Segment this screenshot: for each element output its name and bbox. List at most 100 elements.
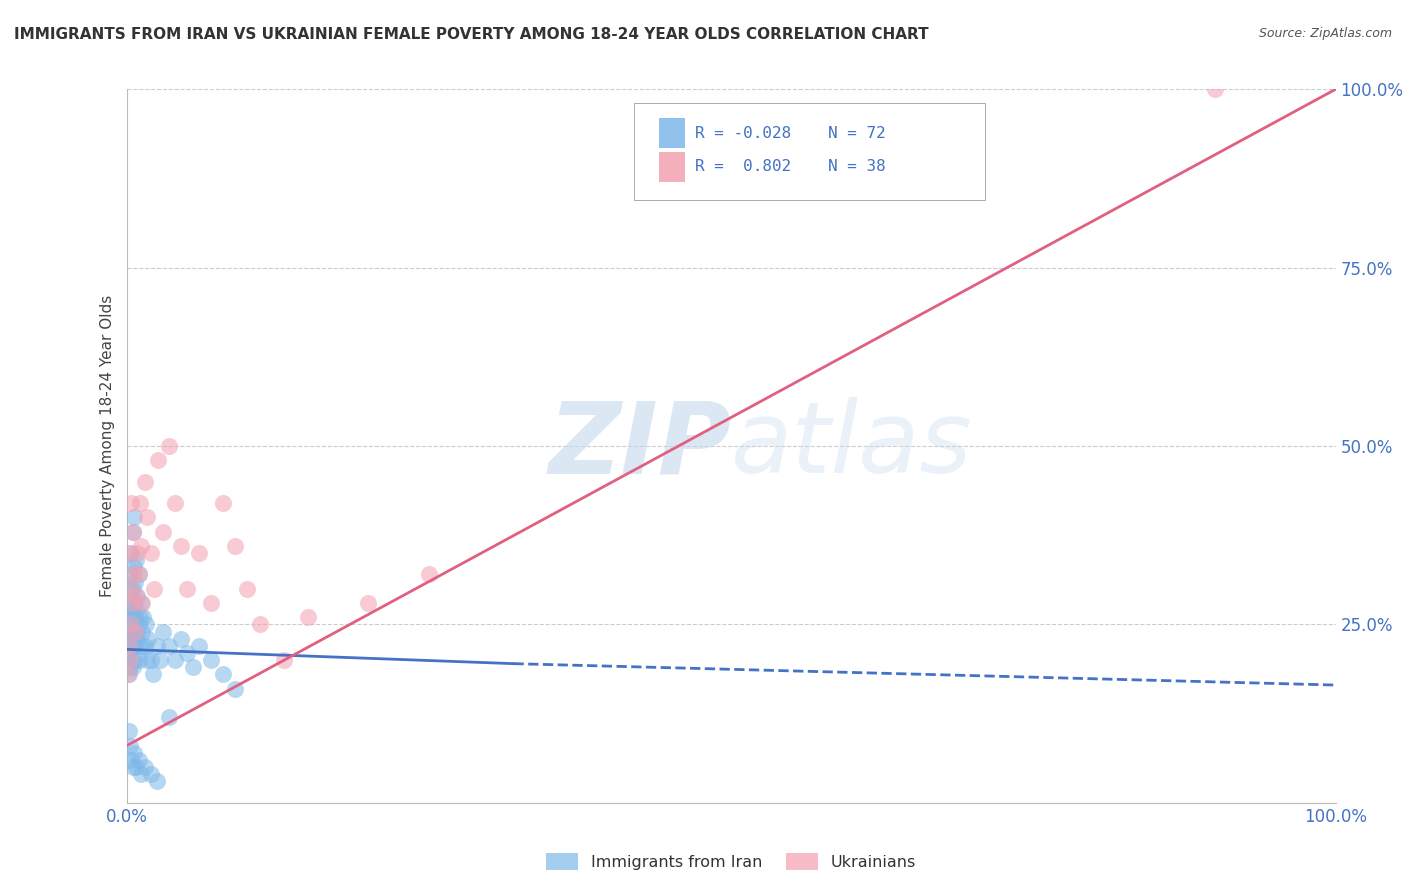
Point [121,660,143,674]
Point [117,639,139,653]
Point [152,624,174,639]
Point [212,496,235,510]
Point [120,653,142,667]
Point [146,453,169,467]
Point [176,582,198,596]
Point [121,524,143,539]
Point [121,760,143,774]
Text: atlas: atlas [731,398,973,494]
Point [357,596,380,610]
Point [418,567,440,582]
Point [128,496,150,510]
Point [121,596,143,610]
Point [136,510,159,524]
Point [118,639,141,653]
Point [134,639,156,653]
Point [139,546,162,560]
Legend: Immigrants from Iran, Ukrainians: Immigrants from Iran, Ukrainians [540,847,922,877]
Point [121,610,143,624]
Point [120,596,142,610]
Point [128,567,150,582]
FancyBboxPatch shape [634,103,986,200]
Point [224,681,246,696]
Text: R = -0.028: R = -0.028 [695,126,792,141]
Point [127,589,149,603]
Point [120,639,142,653]
Point [122,624,145,639]
Bar [658,119,685,148]
Point [122,596,145,610]
Point [121,524,143,539]
Point [122,653,145,667]
Point [122,567,145,582]
Point [124,639,146,653]
Point [136,653,159,667]
Point [157,439,180,453]
Point [163,496,186,510]
Point [118,546,141,560]
Point [181,660,204,674]
Point [121,582,143,596]
Point [120,582,142,596]
Point [170,539,193,553]
Point [143,582,166,596]
Point [118,646,141,660]
Point [124,610,146,624]
Point [121,639,143,653]
Point [236,582,259,596]
Point [118,610,141,624]
Point [129,767,152,781]
Point [125,589,148,603]
Point [163,653,186,667]
Point [127,546,149,560]
Point [118,667,141,681]
Point [118,724,141,739]
Point [122,510,145,524]
Point [146,639,169,653]
Point [152,524,174,539]
Point [118,624,141,639]
Point [120,753,142,767]
Point [120,496,142,510]
Point [139,767,162,781]
Bar [658,152,685,182]
Point [149,653,172,667]
Text: R =  0.802: R = 0.802 [695,160,792,175]
Point [136,632,159,646]
Point [249,617,271,632]
Point [212,667,235,681]
Point [120,617,142,632]
Point [122,560,145,574]
Point [125,603,148,617]
Y-axis label: Female Poverty Among 18-24 Year Olds: Female Poverty Among 18-24 Year Olds [100,295,115,597]
Point [297,610,319,624]
Point [122,746,145,760]
Point [125,632,148,646]
Point [128,610,150,624]
Point [124,624,146,639]
Point [127,624,149,639]
Point [170,632,193,646]
Point [128,653,150,667]
Point [125,553,148,567]
Point [129,539,152,553]
Point [134,760,156,774]
Point [120,617,142,632]
Point [188,546,211,560]
Point [117,667,139,681]
Point [157,639,180,653]
Point [120,739,142,753]
Point [129,639,152,653]
Point [157,710,180,724]
Point [1204,82,1226,96]
Point [120,603,142,617]
Text: N = 72: N = 72 [828,126,886,141]
Text: ZIP: ZIP [548,398,731,494]
Point [176,646,198,660]
Text: N = 38: N = 38 [828,160,886,175]
Point [120,660,142,674]
Point [124,574,146,589]
Point [128,617,150,632]
Text: IMMIGRANTS FROM IRAN VS UKRAINIAN FEMALE POVERTY AMONG 18-24 YEAR OLDS CORRELATI: IMMIGRANTS FROM IRAN VS UKRAINIAN FEMALE… [14,27,929,42]
Point [188,639,211,653]
